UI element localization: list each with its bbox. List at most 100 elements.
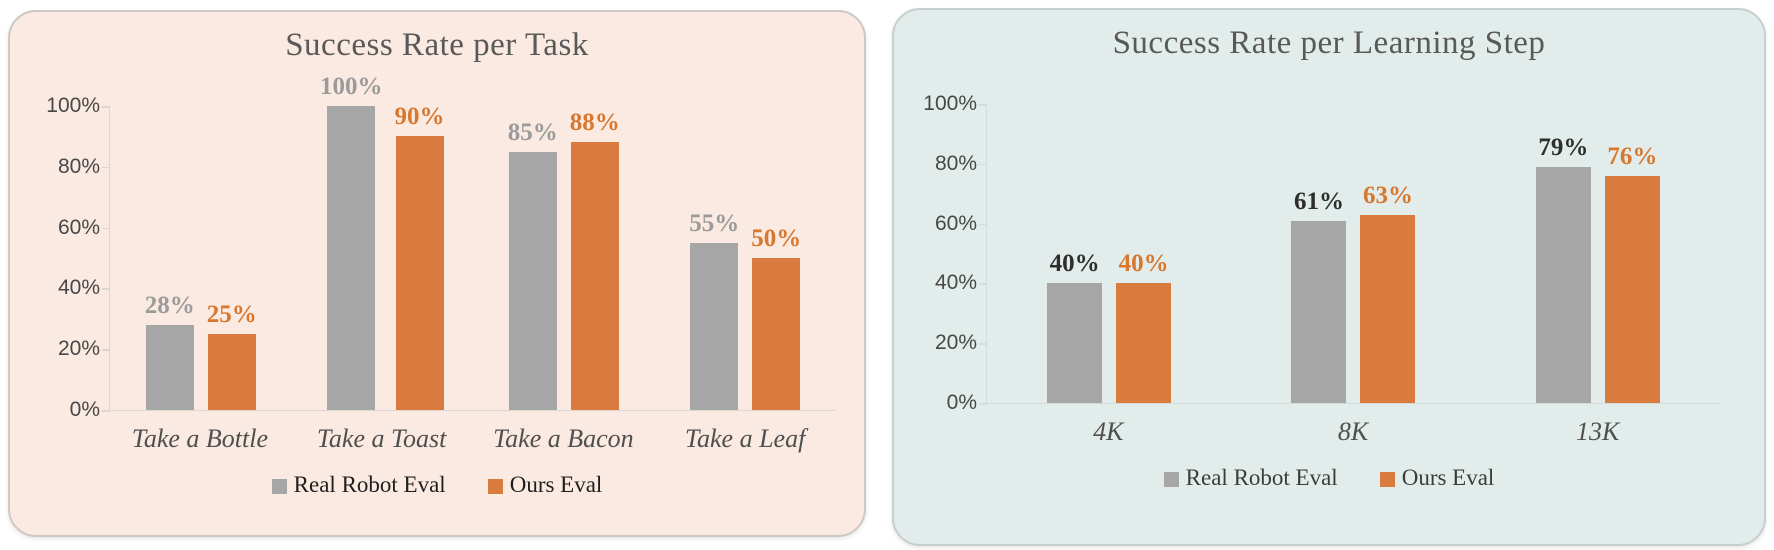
- x-category-label: 8K: [1337, 417, 1369, 446]
- bar-value-label: 25%: [206, 301, 257, 328]
- bar-value-label: 76%: [1607, 142, 1658, 170]
- y-axis-learning-step: 100% 80% 60% 40% 20% 0%: [914, 92, 986, 414]
- x-category-label: 4K: [1093, 417, 1124, 446]
- chart-area-task: 100% 80% 60% 40% 20% 0% 28% 25% 100% 90% 85% 88% 55…: [10, 73, 864, 454]
- legend-swatch-ours-eval: [1379, 471, 1395, 487]
- legend-label: Ours Eval: [509, 472, 603, 497]
- bar-with-label: 28%: [145, 106, 195, 410]
- legend-swatch-real-robot-eval: [1163, 471, 1179, 487]
- bar-with-label: 76%: [1604, 104, 1660, 403]
- bar-real-robot-eval: [1047, 283, 1103, 403]
- y-tick-mark: [979, 223, 987, 226]
- legend-label: Ours Eval: [1401, 465, 1495, 490]
- chart-title-learning-step: Success Rate per Learning Step: [1112, 25, 1546, 61]
- bar-real-robot-eval: [1291, 220, 1347, 403]
- y-tick-label: 40%: [57, 276, 100, 300]
- legend-item: Real Robot Eval: [1163, 464, 1338, 492]
- bar-group: 55% 50%: [655, 106, 837, 410]
- y-tick-mark: [102, 166, 110, 169]
- bar-value-label: 40%: [1118, 250, 1169, 278]
- bar-groups: 28% 25% 100% 90% 85% 88% 55% 50%: [110, 73, 837, 410]
- bar-groups: 40% 40% 61% 63% 79% 76%: [987, 104, 1720, 403]
- bar-with-label: 61%: [1291, 104, 1347, 403]
- bar-ours-eval: [395, 136, 444, 410]
- y-tick-mark: [979, 104, 987, 106]
- y-tick-mark: [102, 349, 110, 351]
- bar-ours-eval: [1604, 175, 1660, 403]
- bar-ours-eval: [207, 334, 256, 410]
- y-tick-label: 80%: [57, 154, 100, 178]
- legend-item: Ours Eval: [487, 471, 603, 499]
- x-category-label: Take a Bacon: [493, 424, 634, 453]
- bar-value-label: 40%: [1049, 250, 1100, 278]
- bar-with-label: 55%: [689, 106, 739, 410]
- bar-group: 79% 76%: [1476, 104, 1720, 403]
- legend-item: Real Robot Eval: [271, 471, 446, 499]
- bar-value-label: 63%: [1362, 181, 1413, 209]
- x-axis-labels-learning-step: 4K 8K 13K: [894, 417, 1764, 447]
- bar-group: 40% 40%: [987, 104, 1231, 403]
- bar-with-label: 50%: [751, 106, 801, 410]
- y-tick-mark: [979, 283, 987, 285]
- bar-real-robot-eval: [145, 324, 194, 410]
- legend-task: Real Robot Eval Ours Eval: [10, 471, 864, 499]
- bar-real-robot-eval: [690, 242, 739, 410]
- bar-ours-eval: [570, 142, 619, 410]
- bar-ours-eval: [752, 258, 801, 410]
- bar-value-label: 50%: [751, 225, 802, 252]
- bar-value-label: 100%: [320, 73, 383, 100]
- x-category-label: Take a Bottle: [131, 424, 268, 453]
- y-tick-mark: [979, 163, 987, 166]
- x-category-label: Take a Leaf: [684, 424, 806, 453]
- y-tick-label: 60%: [57, 215, 100, 239]
- legend-learning-step: Real Robot Eval Ours Eval: [894, 464, 1764, 492]
- legend-label: Real Robot Eval: [1185, 465, 1338, 490]
- bar-with-label: 40%: [1116, 104, 1172, 403]
- bar-value-label: 61%: [1293, 187, 1344, 215]
- y-tick-label: 60%: [934, 211, 977, 235]
- bar-with-label: 88%: [570, 106, 620, 410]
- bar-ours-eval: [1360, 214, 1416, 403]
- y-tick-mark: [102, 106, 110, 108]
- bar-value-label: 55%: [689, 209, 740, 237]
- y-tick-mark: [102, 288, 110, 290]
- y-tick-mark: [979, 343, 987, 345]
- legend-item: Ours Eval: [1379, 464, 1495, 492]
- legend-swatch-real-robot-eval: [271, 478, 287, 494]
- y-tick-label: 0%: [69, 398, 100, 421]
- y-tick-mark: [102, 410, 110, 412]
- bar-real-robot-eval: [508, 151, 557, 410]
- y-tick-mark: [979, 403, 987, 405]
- chart-panel-success-rate-per-learning-step: Success Rate per Learning Step 100% 80% 60…: [892, 8, 1766, 546]
- bar-with-label: 90%: [394, 103, 445, 410]
- chart-area-learning-step: 100% 80% 60% 40% 20% 0% 40% 40% 61% 63% 79% 76% 4K…: [894, 92, 1764, 447]
- y-tick-label: 80%: [934, 151, 977, 175]
- bar-group: 85% 88%: [473, 106, 655, 410]
- bar-with-label: 79%: [1535, 104, 1591, 403]
- bar-ours-eval: [1116, 283, 1172, 403]
- y-tick-label: 20%: [57, 337, 100, 361]
- y-tick-label: 0%: [946, 391, 977, 414]
- bar-real-robot-eval: [327, 106, 376, 410]
- bar-group: 61% 63%: [1231, 104, 1475, 403]
- bar-with-label: 25%: [207, 106, 257, 410]
- x-category-label: Take a Toast: [316, 424, 447, 453]
- bar-value-label: 90%: [394, 103, 445, 131]
- bar-group: 100% 90%: [292, 73, 474, 410]
- y-tick-mark: [102, 227, 110, 230]
- bar-value-label: 28%: [144, 291, 195, 319]
- legend-label: Real Robot Eval: [293, 472, 446, 497]
- bar-value-label: 85%: [507, 118, 558, 146]
- bar-with-label: 85%: [508, 106, 558, 410]
- bar-value-label: 88%: [569, 109, 620, 137]
- plot-region-learning-step: 40% 40% 61% 63% 79% 76%: [979, 104, 1720, 405]
- bar-with-label: 100%: [320, 73, 383, 410]
- chart-panel-success-rate-per-task: Success Rate per Task 100% 80% 60% 40% 20% 0%…: [8, 10, 866, 537]
- x-category-label: 13K: [1576, 417, 1620, 446]
- y-tick-label: 40%: [934, 271, 977, 295]
- bar-group: 28% 25%: [110, 106, 292, 410]
- x-axis-labels-task: Take a Bottle Take a Toast Take a Bacon Tak…: [10, 424, 864, 454]
- y-tick-label: 20%: [934, 331, 977, 355]
- plot-region-task: 28% 25% 100% 90% 85% 88% 55% 50%: [102, 73, 837, 412]
